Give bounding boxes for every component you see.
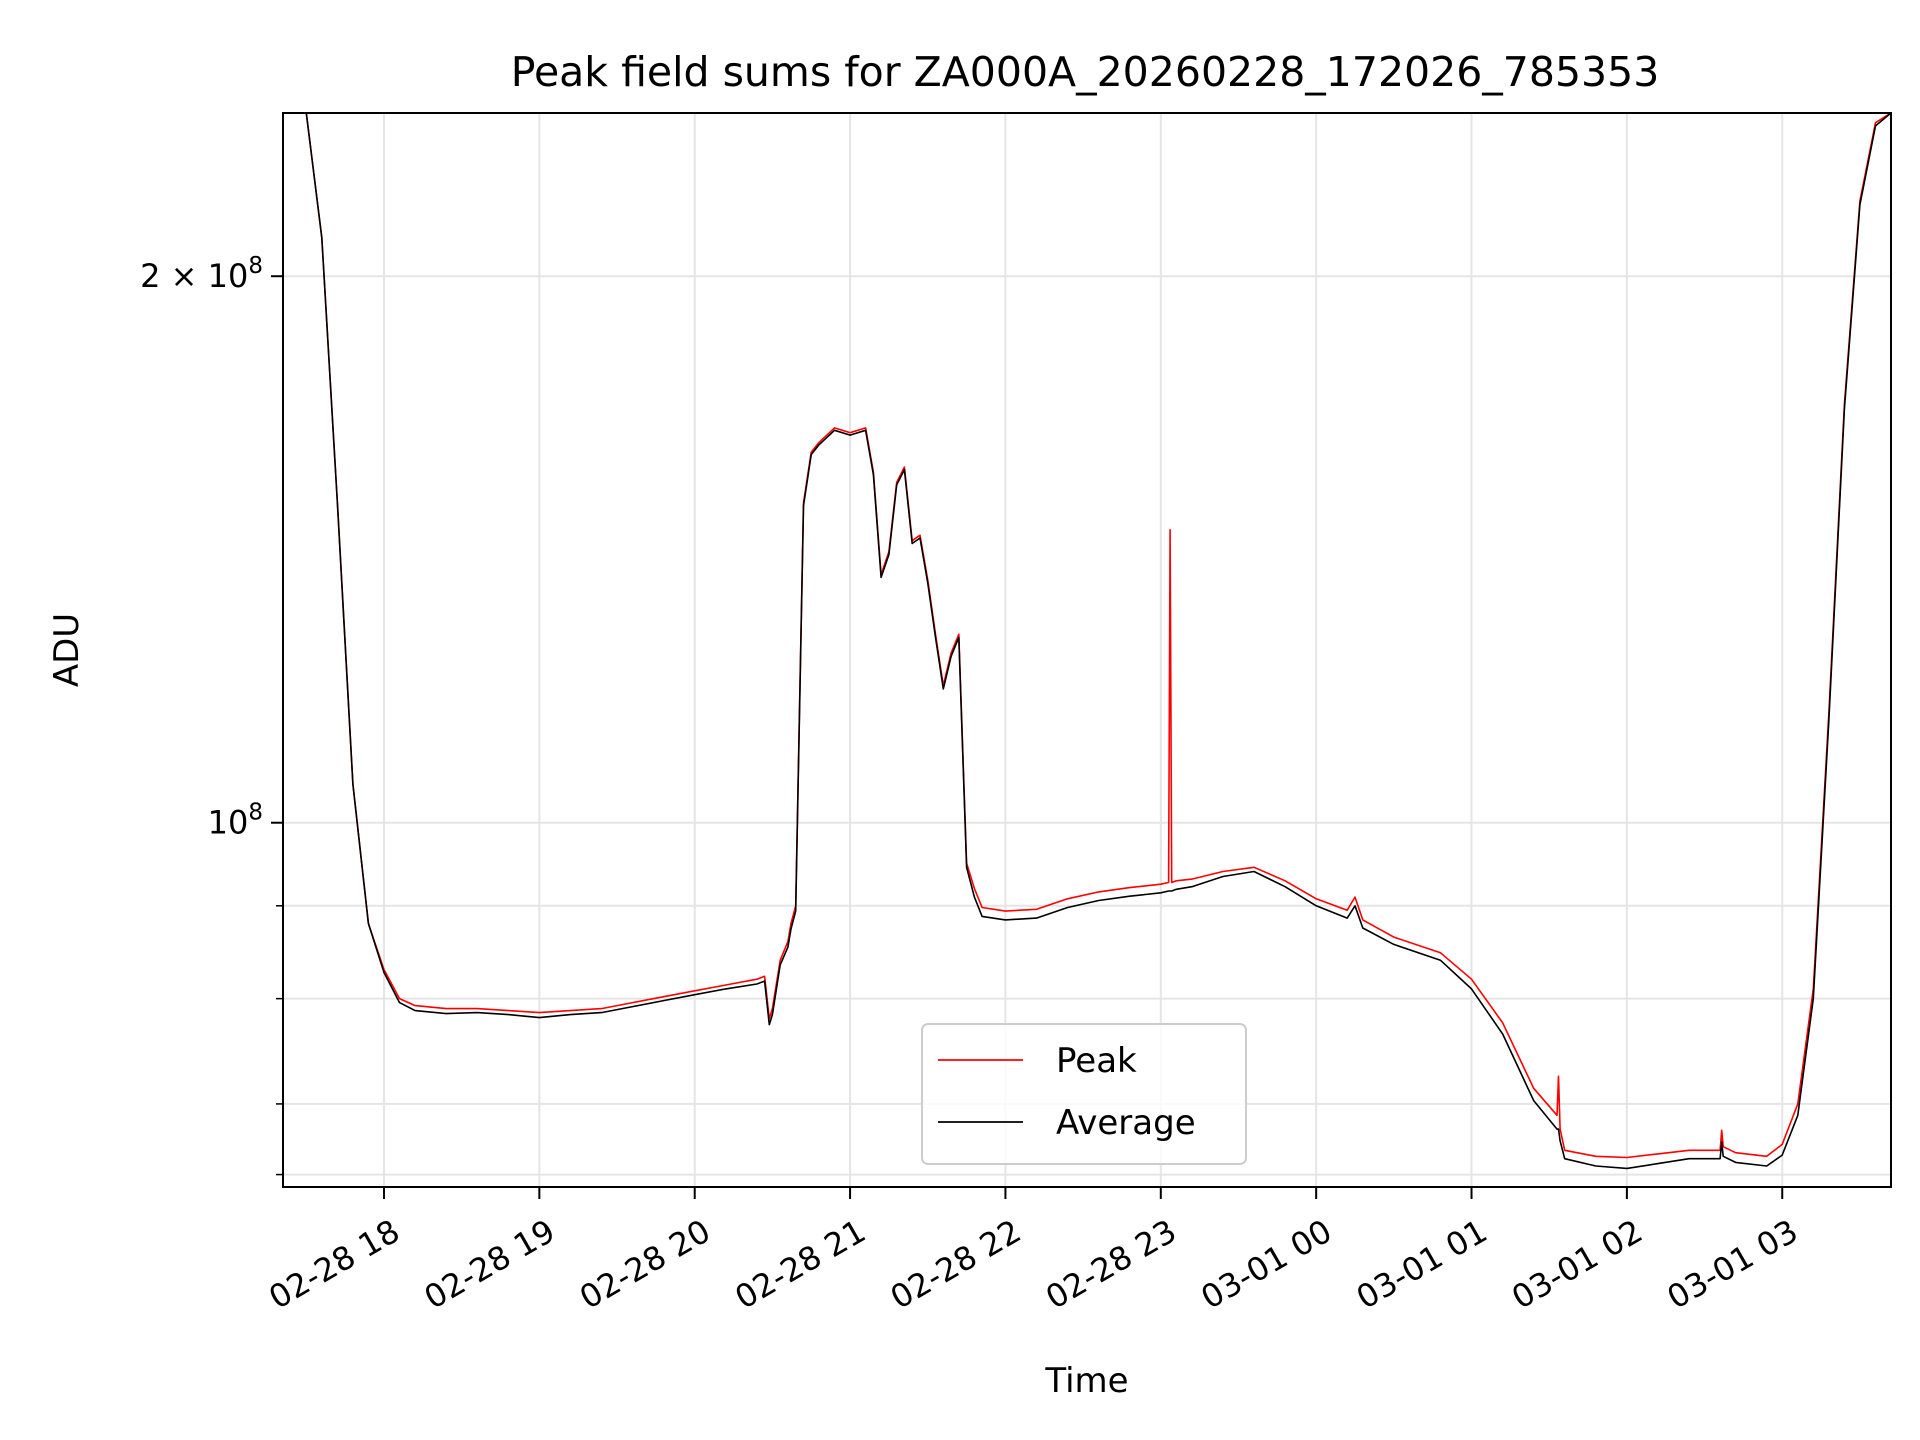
y-tick-label: 2 × 108	[140, 253, 263, 295]
plot-frame	[282, 112, 1892, 1188]
chart-title: Peak field sums for ZA000A_20260228_1720…	[511, 48, 1660, 96]
plot-area	[283, 113, 1891, 1187]
series-line-peak	[283, 113, 1891, 1159]
y-axis-label: ADU	[47, 613, 87, 687]
legend-box	[921, 1023, 1247, 1165]
legend-peak-label: Peak	[1056, 1041, 1137, 1081]
x-axis-label: Time	[1044, 1361, 1128, 1401]
series-lines	[283, 113, 1891, 1170]
legend-average-label: Average	[1056, 1103, 1196, 1143]
y-tick-label: 108	[208, 800, 263, 842]
series-line-average	[283, 113, 1891, 1170]
legend: Peak Average	[921, 1023, 1247, 1165]
